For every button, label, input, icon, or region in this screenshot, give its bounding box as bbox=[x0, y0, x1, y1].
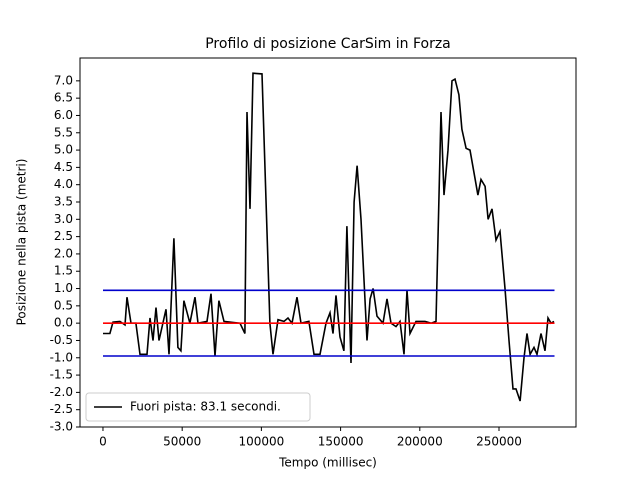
y-tick-label: 1.5 bbox=[54, 264, 73, 278]
y-tick-label: 6.0 bbox=[54, 108, 73, 122]
y-tick-label: 3.0 bbox=[54, 212, 73, 226]
y-tick-label: 2.0 bbox=[54, 246, 73, 260]
y-tick-label: 4.0 bbox=[54, 177, 73, 191]
y-tick-label: -2.5 bbox=[50, 402, 73, 416]
y-axis-label: Posizione nella pista (metri) bbox=[15, 159, 29, 326]
y-tick-label: 0.5 bbox=[54, 298, 73, 312]
y-tick-label: -0.5 bbox=[50, 333, 73, 347]
x-tick-label: 250000 bbox=[476, 435, 522, 449]
series-line bbox=[103, 72, 555, 402]
y-tick-label: 0.0 bbox=[54, 316, 73, 330]
x-tick-label: 0 bbox=[99, 435, 107, 449]
y-tick-label: 1.0 bbox=[54, 281, 73, 295]
x-axis-label: Tempo (millisec) bbox=[278, 456, 377, 470]
x-tick-label: 50000 bbox=[163, 435, 201, 449]
y-tick-label: 4.5 bbox=[54, 160, 73, 174]
legend-box bbox=[85, 392, 311, 422]
y-tick-label: 6.5 bbox=[54, 91, 73, 105]
y-tick-label: -1.0 bbox=[50, 350, 73, 364]
y-tick-label: 7.0 bbox=[54, 73, 73, 87]
x-tick-label: 150000 bbox=[318, 435, 364, 449]
y-tick-label: -3.0 bbox=[50, 420, 73, 434]
y-tick-label: 5.5 bbox=[54, 125, 73, 139]
legend-label: Fuori pista: 83.1 secondi. bbox=[130, 400, 281, 414]
y-tick-label: 2.5 bbox=[54, 229, 73, 243]
x-tick-label: 100000 bbox=[238, 435, 284, 449]
y-tick-label: -2.0 bbox=[50, 385, 73, 399]
x-tick-label: 200000 bbox=[397, 435, 443, 449]
y-tick-label: 3.5 bbox=[54, 195, 73, 209]
plot-frame bbox=[79, 57, 577, 428]
chart-title: Profilo di posizione CarSim in Forza bbox=[205, 36, 451, 52]
y-tick-label: -1.5 bbox=[50, 368, 73, 382]
y-tick-label: 5.0 bbox=[54, 143, 73, 157]
